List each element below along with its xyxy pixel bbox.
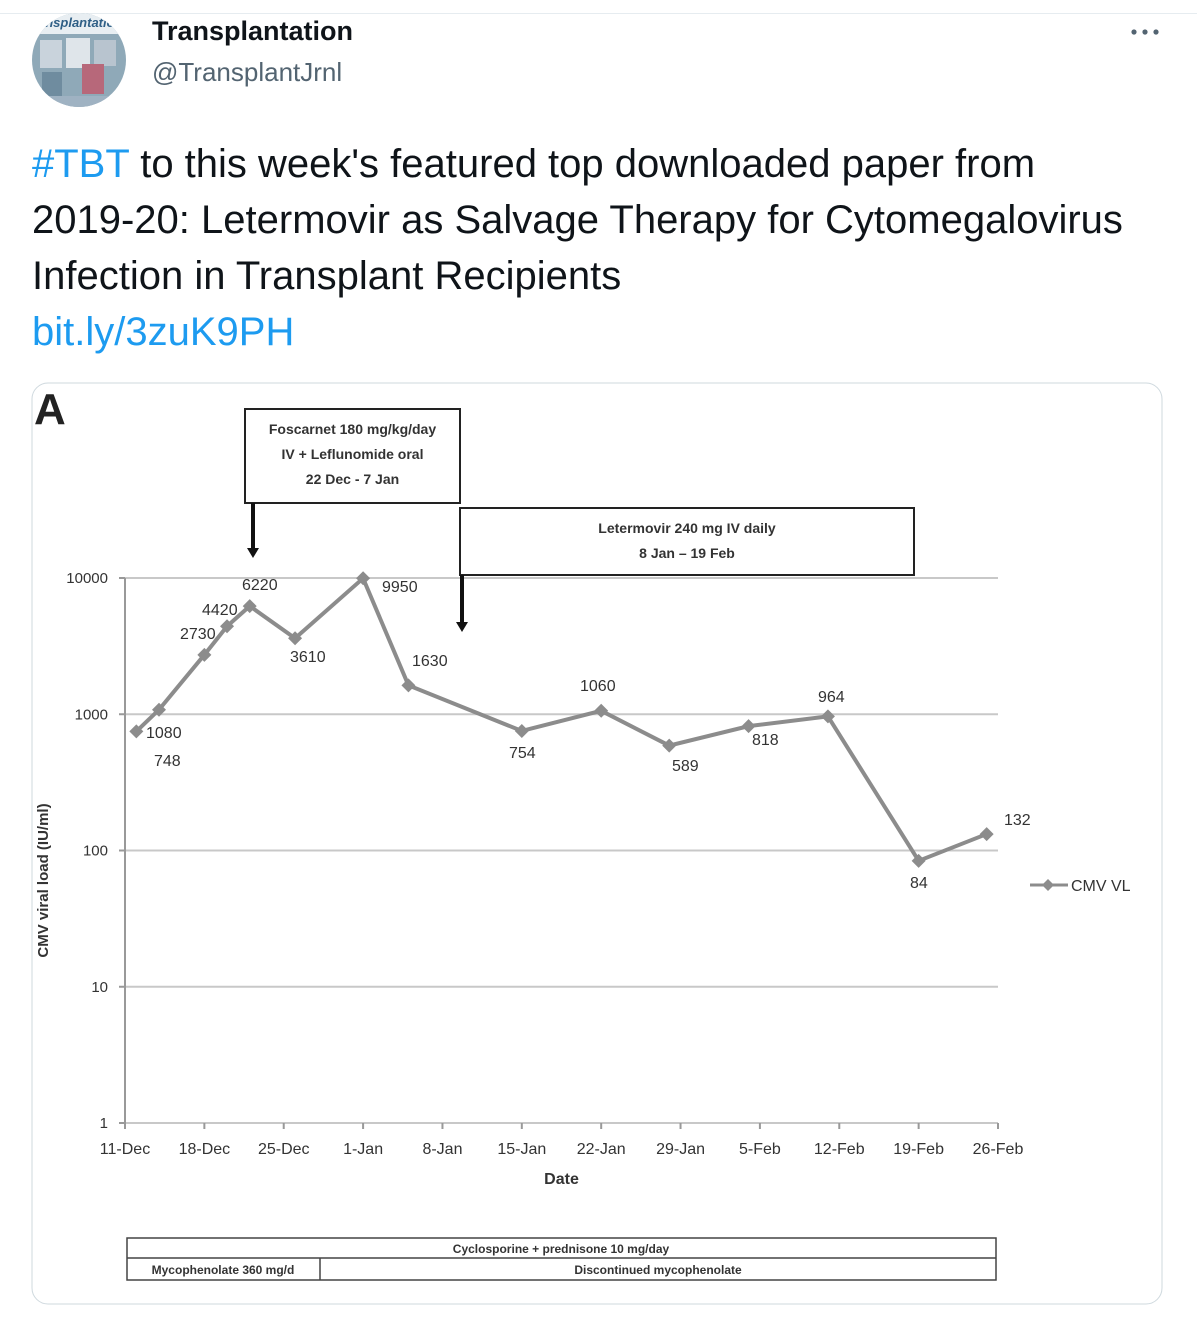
x-tick-label: 22-Jan xyxy=(577,1141,626,1158)
user-handle[interactable]: @TransplantJrnl xyxy=(152,57,343,87)
data-label: 1630 xyxy=(412,653,448,670)
y-axis-label: CMV viral load (IU/ml) xyxy=(35,803,52,957)
x-tick-label: 25-Dec xyxy=(258,1141,310,1158)
x-tick-label: 26-Feb xyxy=(973,1141,1024,1158)
arrow-head xyxy=(247,548,259,558)
annotation-text: Letermovir 240 mg IV daily xyxy=(598,520,776,536)
data-label: 4420 xyxy=(202,602,238,619)
data-label: 1060 xyxy=(580,678,616,695)
table-cell: Discontinued mycophenolate xyxy=(574,1263,742,1277)
regimen-table xyxy=(126,1237,997,1281)
x-tick-label: 11-Dec xyxy=(100,1141,150,1158)
data-point xyxy=(979,827,994,842)
arrow-head xyxy=(456,622,468,632)
annotation-text: 8 Jan – 19 Feb xyxy=(639,545,735,561)
legend-label: CMV VL xyxy=(1071,878,1131,895)
data-label: 9950 xyxy=(382,579,418,596)
data-point xyxy=(401,678,416,693)
annotation-text: Foscarnet 180 mg/kg/day xyxy=(269,421,437,437)
data-label: 818 xyxy=(752,732,779,749)
data-label: 589 xyxy=(672,758,699,775)
data-point xyxy=(911,853,926,868)
data-point xyxy=(820,709,835,724)
annotation-text: 22 Dec - 7 Jan xyxy=(306,471,399,487)
x-tick-label: 1-Jan xyxy=(343,1141,383,1158)
data-label: 1080 xyxy=(146,725,182,742)
data-label: 132 xyxy=(1004,812,1031,829)
y-tick-label: 1000 xyxy=(75,706,108,723)
x-tick-label: 5-Feb xyxy=(739,1141,781,1158)
data-label: 84 xyxy=(910,875,928,892)
data-point xyxy=(152,702,167,717)
data-point xyxy=(220,619,235,634)
data-label: 6220 xyxy=(242,577,278,594)
x-axis-label: Date xyxy=(544,1171,579,1188)
data-point xyxy=(662,738,677,753)
x-tick-label: 12-Feb xyxy=(814,1141,865,1158)
legend-marker xyxy=(1042,879,1054,891)
avatar[interactable]: ansplantatio xyxy=(30,12,130,112)
data-point xyxy=(594,703,609,718)
data-label: 748 xyxy=(154,753,181,770)
tweet-text: #TBT to this week's featured top downloa… xyxy=(32,136,1132,360)
data-point xyxy=(129,724,144,739)
x-tick-label: 29-Jan xyxy=(656,1141,705,1158)
media-card[interactable] xyxy=(31,382,1163,1305)
data-label: 3610 xyxy=(290,649,326,666)
x-tick-label: 15-Jan xyxy=(497,1141,546,1158)
data-point xyxy=(197,647,212,662)
data-point xyxy=(741,719,756,734)
y-tick-label: 10 xyxy=(91,979,108,996)
more-button[interactable] xyxy=(1131,29,1159,35)
x-tick-label: 8-Jan xyxy=(422,1141,462,1158)
panel-label: A xyxy=(34,385,66,434)
link[interactable]: bit.ly/3zuK9PH xyxy=(32,310,295,354)
data-point xyxy=(514,723,529,738)
avatar-text: ansplantatio xyxy=(38,15,115,30)
annotation-box xyxy=(459,507,915,576)
hashtag[interactable]: #TBT xyxy=(32,142,130,186)
y-tick-label: 1 xyxy=(100,1115,108,1132)
data-point xyxy=(288,631,303,646)
data-label: 754 xyxy=(509,745,536,762)
annotation-box xyxy=(244,408,461,504)
data-point xyxy=(242,599,257,614)
annotation-text: IV + Leflunomide oral xyxy=(282,446,424,462)
x-tick-label: 18-Dec xyxy=(179,1141,231,1158)
data-point xyxy=(356,571,371,586)
data-label: 964 xyxy=(818,689,845,706)
y-tick-label: 100 xyxy=(83,843,108,860)
tweet-body: to this week's featured top downloaded p… xyxy=(32,142,1123,298)
y-tick-label: 10000 xyxy=(66,570,108,587)
divider xyxy=(0,13,1197,14)
x-tick-label: 19-Feb xyxy=(893,1141,944,1158)
data-label: 2730 xyxy=(180,626,216,643)
table-cell: Mycophenolate 360 mg/d xyxy=(152,1263,295,1277)
table-cell: Cyclosporine + prednisone 10 mg/day xyxy=(453,1242,670,1256)
display-name[interactable]: Transplantation xyxy=(152,16,354,46)
